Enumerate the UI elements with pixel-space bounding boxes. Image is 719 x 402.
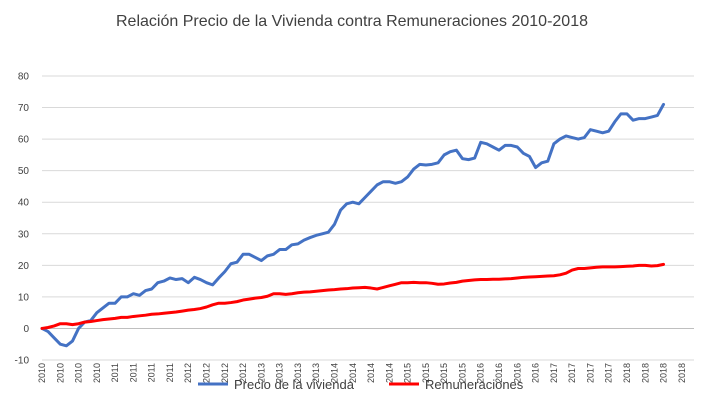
x-tick-label: 2015 [421, 363, 431, 383]
legend-label-precio: Precio de la vivienda [234, 377, 355, 392]
x-tick-label: 2018 [677, 363, 687, 383]
x-tick-label: 2014 [366, 363, 376, 383]
y-tick-label: -10 [15, 356, 30, 367]
series-lines [40, 102, 666, 348]
x-tick-label: 2010 [92, 363, 102, 383]
x-tick-label: 2011 [128, 363, 138, 382]
y-tick-label: 40 [18, 198, 30, 209]
x-tick-label: 2017 [585, 363, 595, 383]
x-tick-label: 2013 [293, 363, 303, 383]
chart-title: Relación Precio de la Vivienda contra Re… [116, 13, 588, 30]
x-tick-label: 2010 [37, 363, 47, 383]
x-tick-label: 2011 [147, 363, 157, 382]
y-tick-label: 60 [18, 135, 30, 146]
x-tick-label: 2015 [403, 363, 413, 383]
x-tick-label: 2013 [256, 363, 266, 383]
x-tick-label: 2016 [476, 363, 486, 383]
legend: Precio de la vivienda Remuneraciones [198, 377, 524, 392]
x-tick-label: 2015 [439, 363, 449, 383]
y-tick-label: 0 [23, 324, 29, 335]
x-tick-label: 2012 [183, 363, 193, 383]
x-tick-label: 2011 [110, 363, 120, 382]
x-tick-label: 2017 [567, 363, 577, 383]
x-tick-label: 2014 [384, 363, 394, 383]
y-tick-label: 20 [18, 261, 30, 272]
y-tick-label: 80 [18, 72, 30, 83]
x-tick-label: 2014 [329, 363, 339, 383]
x-tick-label: 2018 [622, 363, 632, 383]
x-tick-label: 2018 [640, 363, 650, 383]
legend-label-remuneraciones: Remuneraciones [425, 377, 524, 392]
y-axis: -10 0 10 20 30 40 50 60 70 80 [15, 72, 30, 367]
x-tick-label: 2013 [311, 363, 321, 383]
y-tick-label: 10 [18, 292, 30, 303]
x-tick-label: 2010 [55, 363, 65, 383]
x-tick-label: 2011 [165, 363, 175, 382]
x-tick-label: 2014 [348, 363, 358, 383]
x-tick-label: 2010 [74, 363, 84, 383]
x-tick-label: 2012 [202, 363, 212, 383]
gridlines [42, 75, 694, 361]
x-tick-label: 2017 [549, 363, 559, 383]
series-line-remuneraciones [40, 262, 666, 330]
x-tick-label: 2015 [457, 363, 467, 383]
x-tick-label: 2016 [494, 363, 504, 383]
x-tick-label: 2012 [238, 363, 248, 383]
y-tick-label: 50 [18, 166, 30, 177]
x-tick-label: 2016 [531, 363, 541, 383]
series-line-precio [40, 102, 666, 348]
x-tick-label: 2013 [275, 363, 285, 383]
x-tick-label: 2012 [220, 363, 230, 383]
x-tick-label: 2017 [604, 363, 614, 383]
y-tick-label: 70 [18, 103, 30, 114]
y-tick-label: 30 [18, 229, 30, 240]
x-axis: 2010 2010 2010 2010 2011 2011 2011 2011 2012 2012… [37, 363, 687, 383]
x-tick-label: 2016 [512, 363, 522, 383]
x-tick-label: 2018 [659, 363, 669, 383]
